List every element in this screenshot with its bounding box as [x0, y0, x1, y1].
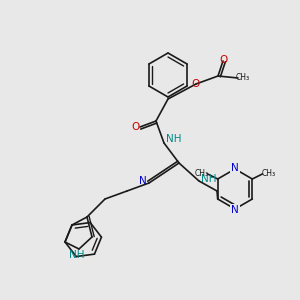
Text: N: N [231, 205, 239, 215]
Text: N: N [231, 163, 239, 173]
Text: NH: NH [201, 174, 217, 184]
Text: O: O [219, 55, 227, 65]
Text: O: O [192, 79, 200, 89]
Text: NH: NH [166, 134, 182, 144]
Text: CH₃: CH₃ [236, 74, 250, 82]
Text: N: N [139, 176, 147, 186]
Text: O: O [132, 122, 140, 132]
Text: CH₃: CH₃ [261, 169, 275, 178]
Text: NH: NH [69, 250, 85, 260]
Text: CH₃: CH₃ [195, 169, 209, 178]
